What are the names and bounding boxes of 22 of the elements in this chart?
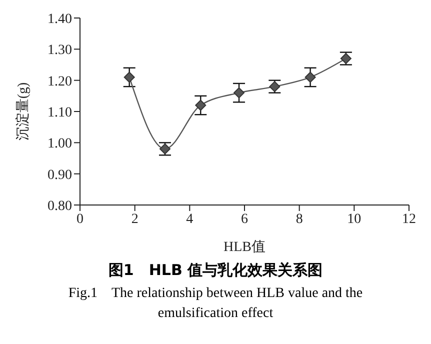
y-tick-label: 0.90 bbox=[48, 168, 72, 183]
y-tick-label: 0.80 bbox=[48, 198, 72, 214]
x-tick-label: 10 bbox=[347, 212, 362, 227]
y-tick-label: 1.10 bbox=[48, 105, 72, 120]
point bbox=[304, 72, 316, 83]
x-axis-title: HLB值 bbox=[224, 239, 266, 255]
y-axis-title: 沉淀量(g) bbox=[14, 82, 31, 141]
x-tick-label: 4 bbox=[186, 212, 194, 227]
x-tick-label: 12 bbox=[402, 212, 416, 227]
x-tick-label: 6 bbox=[241, 212, 248, 227]
y-tick-label: 1.40 bbox=[48, 12, 72, 27]
x-tick-label: 8 bbox=[296, 212, 303, 227]
y-tick-label: 1.30 bbox=[48, 43, 72, 58]
text: 图1 HLB 值与乳化效果关系图 bbox=[107, 261, 324, 280]
y-tick-label: 1.20 bbox=[48, 74, 72, 90]
x-tick-label: 2 bbox=[131, 212, 138, 227]
point bbox=[124, 72, 135, 83]
point bbox=[234, 87, 245, 98]
y-tick-label: 1.00 bbox=[48, 136, 72, 152]
point bbox=[195, 100, 206, 111]
text: Fig.1 The relationship between HLB value and the emulsification effect bbox=[67, 285, 364, 323]
x-tick-label: 0 bbox=[76, 212, 84, 227]
